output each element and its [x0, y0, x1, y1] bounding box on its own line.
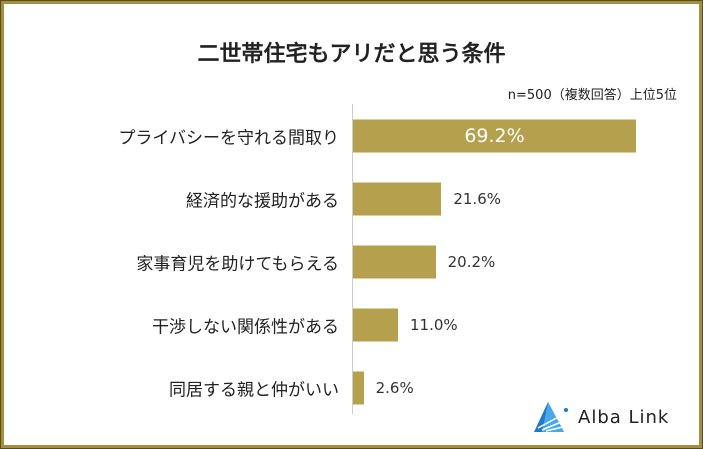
bar: [353, 308, 398, 342]
category-label: プライバシーを守れる間取り: [118, 128, 339, 149]
logo-text: Alba Link: [578, 406, 670, 428]
category-label: 同居する親と仲がいい: [169, 380, 339, 401]
alba-link-logo-icon: [534, 402, 568, 432]
sample-note: n=500（複数回答）上位5位: [507, 88, 677, 103]
y-axis-line: [352, 104, 353, 414]
bar: [353, 182, 442, 216]
data-label: 11.0%: [409, 316, 458, 334]
category-label: 経済的な援助がある: [186, 191, 339, 212]
category-label: 干渉しない関係性がある: [152, 317, 339, 338]
chart-title: 二世帯住宅もアリだと思う条件: [197, 42, 506, 67]
bar: [353, 371, 364, 405]
data-label: 20.2%: [447, 253, 496, 271]
bar: [353, 119, 637, 153]
data-label: 69.2%: [464, 125, 525, 147]
category-label: 家事育児を助けてもらえる: [136, 254, 339, 275]
bar: [353, 245, 436, 279]
data-label: 21.6%: [453, 190, 501, 208]
alba-link-logo: Alba Link: [534, 402, 669, 432]
data-label: 2.6%: [375, 379, 414, 397]
